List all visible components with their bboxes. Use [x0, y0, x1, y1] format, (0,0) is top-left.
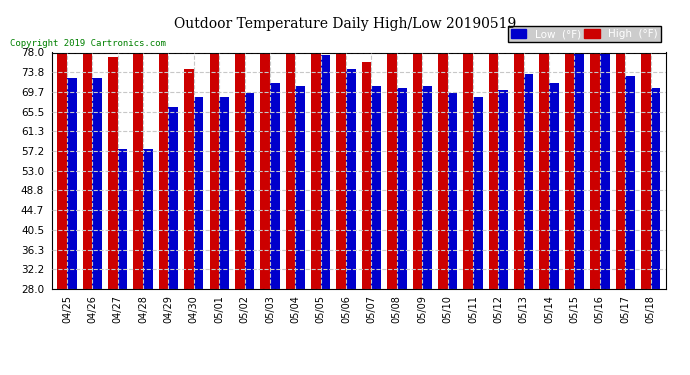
- Bar: [540, 0, 549, 289]
- Bar: [108, 57, 118, 289]
- Bar: [549, 83, 559, 289]
- Bar: [448, 93, 457, 289]
- Bar: [133, 29, 143, 289]
- Bar: [210, 22, 219, 289]
- Bar: [397, 88, 406, 289]
- Bar: [362, 62, 371, 289]
- Bar: [168, 107, 178, 289]
- Bar: [575, 41, 584, 289]
- Bar: [600, 22, 609, 289]
- Text: Copyright 2019 Cartronics.com: Copyright 2019 Cartronics.com: [10, 39, 166, 48]
- Bar: [641, 0, 651, 289]
- Bar: [473, 98, 482, 289]
- Bar: [438, 34, 448, 289]
- Bar: [83, 0, 92, 289]
- Bar: [245, 93, 254, 289]
- Bar: [337, 17, 346, 289]
- Bar: [464, 43, 473, 289]
- Bar: [67, 78, 77, 289]
- Bar: [194, 98, 204, 289]
- Text: Outdoor Temperature Daily High/Low 20190519: Outdoor Temperature Daily High/Low 20190…: [174, 17, 516, 31]
- Bar: [615, 0, 625, 289]
- Bar: [625, 76, 635, 289]
- Bar: [118, 149, 128, 289]
- Bar: [270, 83, 279, 289]
- Bar: [371, 86, 381, 289]
- Legend: Low  (°F), High  (°F): Low (°F), High (°F): [508, 26, 660, 42]
- Bar: [286, 0, 295, 289]
- Bar: [92, 78, 102, 289]
- Bar: [489, 29, 498, 289]
- Bar: [57, 0, 67, 289]
- Bar: [235, 29, 245, 289]
- Bar: [219, 98, 229, 289]
- Bar: [311, 0, 321, 289]
- Bar: [321, 55, 331, 289]
- Bar: [143, 149, 152, 289]
- Bar: [413, 0, 422, 289]
- Bar: [565, 0, 575, 289]
- Bar: [260, 15, 270, 289]
- Bar: [590, 0, 600, 289]
- Bar: [498, 90, 508, 289]
- Bar: [387, 29, 397, 289]
- Bar: [346, 69, 356, 289]
- Bar: [295, 86, 305, 289]
- Bar: [159, 53, 168, 289]
- Bar: [524, 74, 533, 289]
- Bar: [651, 88, 660, 289]
- Bar: [184, 69, 194, 289]
- Bar: [422, 86, 432, 289]
- Bar: [514, 10, 524, 289]
